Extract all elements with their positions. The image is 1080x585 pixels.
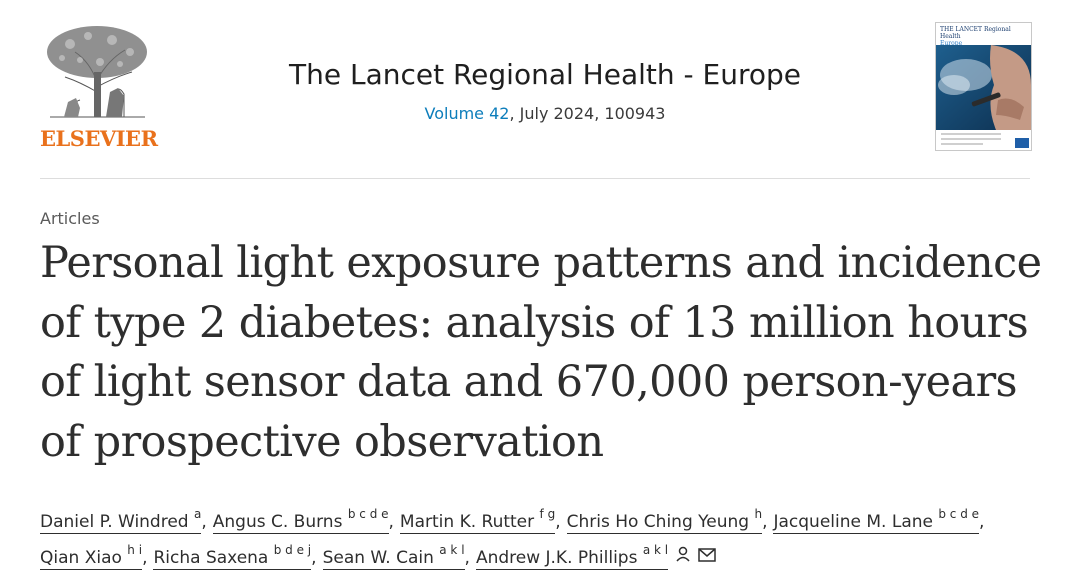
author-separator: ,	[388, 512, 394, 532]
author-link[interactable]: Martin K. Rutter f g	[399, 508, 556, 534]
author-name: Andrew J.K. Phillips	[475, 547, 638, 568]
elsevier-logo[interactable]: ELSEVIER	[40, 22, 158, 152]
affiliation-marker: a k l	[439, 542, 465, 557]
elsevier-wordmark: ELSEVIER	[40, 126, 158, 151]
journal-cover[interactable]: THE LANCET Regional Health Europe	[935, 22, 1032, 151]
affiliation-marker: b c d e	[347, 507, 389, 522]
header-divider	[40, 178, 1030, 179]
tree-icon	[47, 26, 147, 118]
author-name: Martin K. Rutter	[399, 512, 535, 532]
cover-text-lines	[941, 133, 1001, 148]
author-name: Angus C. Burns	[212, 512, 343, 532]
article-title: Personal light exposure patterns and inc…	[40, 238, 1042, 467]
cover-masthead: THE LANCET Regional Health Europe	[936, 23, 1031, 47]
author-link[interactable]: Andrew J.K. Phillips a k l	[475, 544, 669, 570]
author-link[interactable]: Sean W. Cain a k l	[322, 544, 465, 570]
journal-info: The Lancet Regional Health - Europe Volu…	[240, 56, 850, 123]
cover-photo	[936, 45, 1031, 130]
author-list: Daniel P. Windred a, Angus C. Burns b c d…	[40, 505, 1040, 576]
author-name: Chris Ho Ching Yeung	[566, 512, 750, 532]
author-separator: ,	[201, 512, 207, 532]
issue-info: Volume 42, July 2024, 100943	[240, 104, 850, 123]
affiliation-marker: h i	[127, 542, 143, 557]
author-separator: ,	[142, 547, 148, 568]
author-name: Richa Saxena	[153, 547, 269, 568]
volume-link[interactable]: Volume 42	[424, 104, 510, 123]
affiliation-marker: f g	[539, 507, 556, 522]
author-separator: ,	[979, 512, 985, 532]
article-section-label: Articles	[40, 209, 100, 228]
author-link[interactable]: Richa Saxena b d e j	[153, 544, 312, 570]
author-link[interactable]: Angus C. Burns b c d e	[212, 508, 389, 534]
affiliation-marker: b d e j	[273, 542, 312, 557]
cover-badge	[1015, 138, 1029, 148]
affiliation-marker: a	[194, 507, 202, 522]
author-link[interactable]: Chris Ho Ching Yeung h	[566, 508, 763, 534]
mail-icon[interactable]	[698, 540, 716, 575]
author-link[interactable]: Jacqueline M. Lane b c d e	[773, 508, 980, 534]
author-name: Daniel P. Windred	[40, 512, 189, 532]
author-separator: ,	[311, 547, 317, 568]
author-link[interactable]: Qian Xiao h i	[40, 544, 143, 570]
journal-title-link[interactable]: The Lancet Regional Health - Europe	[289, 58, 801, 91]
author-separator: ,	[762, 512, 768, 532]
author-separator: ,	[555, 512, 561, 532]
person-icon[interactable]	[676, 540, 690, 575]
header: ELSEVIER The Lancet Regional Health - Eu…	[0, 0, 1080, 180]
affiliation-marker: h	[754, 507, 763, 522]
author-name: Sean W. Cain	[322, 547, 434, 568]
cover-subtitle: Europe	[940, 40, 963, 47]
cover-title: THE LANCET Regional Health	[940, 26, 1011, 40]
author-link[interactable]: Daniel P. Windred a	[40, 508, 202, 534]
issue-date: , July 2024, 100943	[509, 104, 666, 123]
affiliation-marker: b c d e	[938, 507, 980, 522]
author-name: Qian Xiao	[40, 547, 122, 568]
author-name: Jacqueline M. Lane	[773, 512, 933, 532]
affiliation-marker: a k l	[642, 542, 669, 557]
author-separator: ,	[464, 547, 470, 568]
